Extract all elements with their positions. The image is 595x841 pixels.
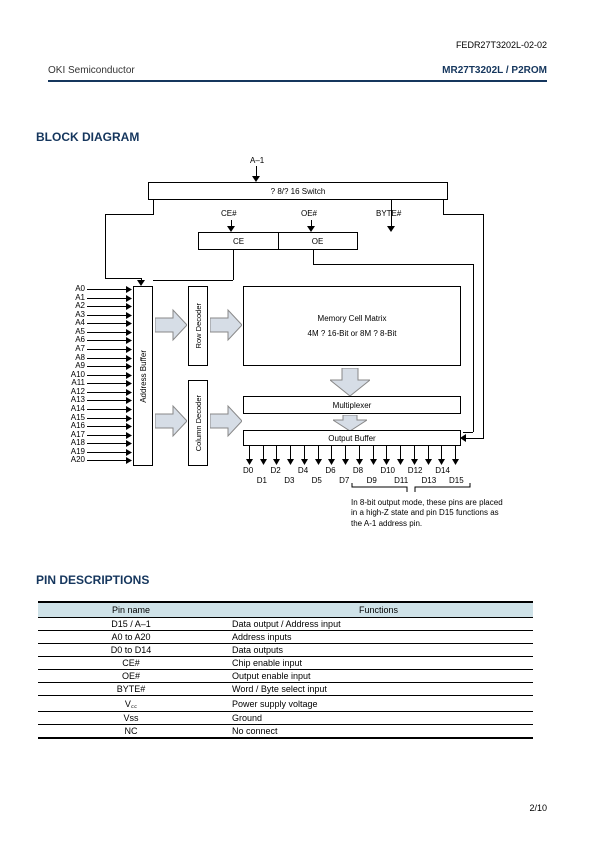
heading-block-diagram: BLOCK DIAGRAM xyxy=(36,130,547,144)
data-pin-label: D0 xyxy=(243,466,253,475)
data-pin-label: D2 xyxy=(270,466,280,475)
cell-pin: V꜀꜀ xyxy=(38,696,224,712)
cell-pin: CE# xyxy=(38,657,224,670)
table-row: A0 to A20Address inputs xyxy=(38,631,533,644)
data-pin-label: D7 xyxy=(339,476,349,485)
label-byte-hash: BYTE# xyxy=(376,209,401,218)
cell-func: No connect xyxy=(224,725,533,739)
cell-func: Address inputs xyxy=(224,631,533,644)
cell-func: Output enable input xyxy=(224,670,533,683)
data-pin-label: D1 xyxy=(257,476,267,485)
cell-func: Word / Byte select input xyxy=(224,683,533,696)
memory-cell-matrix: Memory Cell Matrix 4M ? 16-Bit or 8M ? 8… xyxy=(243,286,461,366)
company-name: OKI Semiconductor xyxy=(48,65,135,76)
cell-pin: OE# xyxy=(38,670,224,683)
cell-pin: D15 / A–1 xyxy=(38,618,224,631)
cell-pin: A0 to A20 xyxy=(38,631,224,644)
table-row: NCNo connect xyxy=(38,725,533,739)
cell-pin: D0 to D14 xyxy=(38,644,224,657)
output-buffer: Output Buffer xyxy=(243,430,461,446)
label-ce-hash: CE# xyxy=(221,209,237,218)
page-number: 2/10 xyxy=(529,803,547,813)
cell-pin: Vss xyxy=(38,712,224,725)
cell-pin: BYTE# xyxy=(38,683,224,696)
table-row: OE#Output enable input xyxy=(38,670,533,683)
label-oe-hash: OE# xyxy=(301,209,317,218)
data-pin-label: D12 xyxy=(408,466,423,475)
ce-oe-box: CE OE xyxy=(198,232,358,250)
header-bar: MR27T3202L / P2ROM OKI Semiconductor xyxy=(48,65,547,82)
cell-func: Data outputs xyxy=(224,644,533,657)
cell-pin: NC xyxy=(38,725,224,739)
col-func: Functions xyxy=(224,602,533,618)
product-name: MR27T3202L / P2ROM xyxy=(442,65,547,76)
multiplexer: Multiplexer xyxy=(243,396,461,414)
cell-func: Power supply voltage xyxy=(224,696,533,712)
data-pin-label: D8 xyxy=(353,466,363,475)
table-row: BYTE#Word / Byte select input xyxy=(38,683,533,696)
table-row: D15 / A–1Data output / Address input xyxy=(38,618,533,631)
page: FEDR27T3202L-02-02 MR27T3202L / P2ROM OK… xyxy=(0,0,595,841)
doc-number: FEDR27T3202L-02-02 xyxy=(456,40,547,50)
table-row: CE#Chip enable input xyxy=(38,657,533,670)
table-header-row: Pin name Functions xyxy=(38,602,533,618)
switch-box: ? 8/? 16 Switch xyxy=(148,182,448,200)
column-decoder: Column Decoder xyxy=(188,380,208,466)
data-pin-label: D10 xyxy=(380,466,395,475)
block-diagram: A–1 ? 8/? 16 Switch CE# OE# BYTE# CE xyxy=(93,158,493,528)
data-pin-label: D6 xyxy=(325,466,335,475)
row-decoder: Row Decoder xyxy=(188,286,208,366)
cell-func: Chip enable input xyxy=(224,657,533,670)
address-buffer: Address Buffer xyxy=(133,286,153,466)
cell-func: Data output / Address input xyxy=(224,618,533,631)
table-row: D0 to D14Data outputs xyxy=(38,644,533,657)
col-pin: Pin name xyxy=(38,602,224,618)
table-row: V꜀꜀Power supply voltage xyxy=(38,696,533,712)
cell-func: Ground xyxy=(224,712,533,725)
footnote-8bit-mode: In 8-bit output mode, these pins are pla… xyxy=(351,498,506,529)
table-row: VssGround xyxy=(38,712,533,725)
data-pin-label: D4 xyxy=(298,466,308,475)
heading-pin-descriptions: PIN DESCRIPTIONS xyxy=(36,573,547,587)
addr-label: A20 xyxy=(63,455,85,464)
label-a-minus-1: A–1 xyxy=(250,156,264,165)
data-pin-label: D5 xyxy=(312,476,322,485)
data-pin-label: D3 xyxy=(284,476,294,485)
pin-descriptions-table: Pin name Functions D15 / A–1Data output … xyxy=(38,601,533,739)
data-pin-label: D14 xyxy=(435,466,450,475)
